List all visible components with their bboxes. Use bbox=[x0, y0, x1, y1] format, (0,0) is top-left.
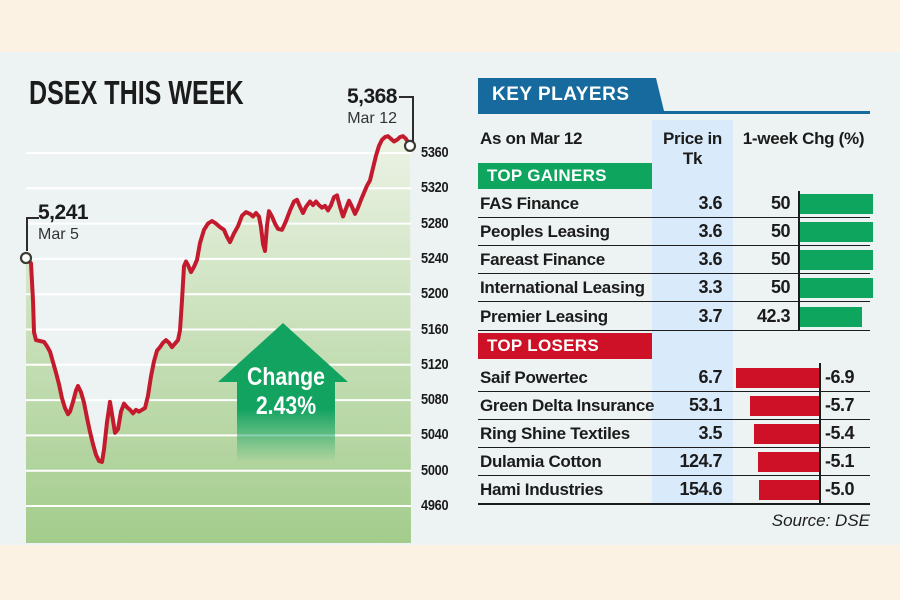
gain-bar bbox=[800, 193, 873, 214]
y-axis-tick-label: 5080 bbox=[421, 391, 449, 409]
price-value: 124.7 bbox=[679, 451, 722, 471]
price-value: 6.7 bbox=[698, 367, 722, 387]
start-point-date: Mar 5 bbox=[38, 226, 79, 243]
change-value: 42.3 bbox=[756, 306, 791, 326]
chart-line bbox=[24, 134, 412, 464]
y-axis-tick-label: 5360 bbox=[421, 144, 449, 161]
loser-row: Ring Shine Textiles 3.5 -5.4 bbox=[478, 420, 870, 448]
gain-bar bbox=[800, 221, 873, 242]
start-connector-line bbox=[26, 217, 39, 251]
key-players-header: KEY PLAYERS bbox=[478, 78, 664, 111]
y-axis-tick-label: 5200 bbox=[421, 285, 449, 303]
price-value: 3.6 bbox=[698, 193, 722, 213]
change-value: -5.1 bbox=[825, 451, 855, 471]
loser-row: Green Delta Insurance 53.1 -5.7 bbox=[478, 392, 870, 420]
chart-markers bbox=[19, 139, 417, 265]
company-name: Ring Shine Textiles bbox=[480, 424, 630, 443]
change-value: -5.0 bbox=[825, 479, 855, 499]
y-axis-tick-label: 5120 bbox=[421, 355, 449, 373]
end-point-value: 5,368 bbox=[346, 85, 398, 108]
y-axis-tick-label: 5240 bbox=[421, 249, 449, 267]
top-margin-strip bbox=[0, 0, 900, 52]
col-header-change: 1-week Chg (%) bbox=[742, 129, 865, 148]
y-axis-tick-label: 5040 bbox=[421, 426, 449, 444]
data-point-marker bbox=[403, 139, 417, 152]
top-losers-label: TOP LOSERS bbox=[487, 336, 599, 355]
change-percent: 2.43% bbox=[255, 392, 317, 420]
dsex-line-chart bbox=[19, 134, 417, 543]
end-point-annotation: 5,368 Mar 12 bbox=[300, 85, 398, 127]
gain-bar bbox=[800, 277, 873, 298]
change-value: 50 bbox=[770, 221, 791, 241]
bottom-margin-strip bbox=[0, 545, 900, 600]
price-column-highlight bbox=[652, 120, 733, 505]
gain-bar bbox=[800, 249, 873, 270]
change-value: -5.7 bbox=[825, 395, 855, 415]
company-name: Green Delta Insurance bbox=[480, 396, 655, 415]
change-word: Change bbox=[247, 363, 325, 391]
loss-bar bbox=[736, 367, 819, 388]
chart-area-fill bbox=[26, 136, 411, 543]
gain-bar bbox=[800, 306, 862, 327]
end-point-date: Mar 12 bbox=[347, 110, 397, 127]
col-header-price: Price in Tk bbox=[662, 129, 723, 168]
company-name: Fareast Finance bbox=[480, 250, 605, 269]
loser-row: Hami Industries 154.6 -5.0 bbox=[478, 476, 870, 505]
start-point-value: 5,241 bbox=[38, 201, 89, 224]
gainer-row: International Leasing 3.3 50 bbox=[478, 274, 873, 302]
y-axis-tick-label: 5320 bbox=[421, 179, 449, 197]
gainer-row: Peoples Leasing 3.6 50 bbox=[478, 218, 873, 246]
gainer-row: Fareast Finance 3.6 50 bbox=[478, 246, 873, 274]
price-value: 53.1 bbox=[688, 395, 723, 415]
losers-bar-axis bbox=[819, 363, 821, 504]
price-value: 3.6 bbox=[698, 249, 722, 269]
change-callout: Change 2.43% bbox=[239, 363, 333, 421]
top-losers-banner: TOP LOSERS bbox=[478, 333, 652, 359]
end-connector-line bbox=[399, 96, 414, 142]
header-underline bbox=[478, 111, 870, 114]
y-axis-tick-label: 5000 bbox=[421, 461, 449, 479]
company-name: Hami Industries bbox=[480, 480, 604, 499]
price-value: 154.6 bbox=[679, 479, 722, 499]
col-header-as-on: As on Mar 12 bbox=[480, 129, 583, 148]
y-axis-tick-label: 5160 bbox=[421, 320, 449, 338]
price-value: 3.3 bbox=[698, 277, 722, 297]
company-name: Peoples Leasing bbox=[480, 222, 610, 241]
gainer-row: Premier Leasing 3.7 42.3 bbox=[478, 303, 870, 331]
key-players-header-label: KEY PLAYERS bbox=[492, 84, 630, 105]
gainer-row: FAS Finance 3.6 50 bbox=[478, 190, 873, 218]
y-axis-tick-label: 5280 bbox=[421, 214, 449, 232]
price-value: 3.5 bbox=[698, 423, 722, 443]
y-axis-tick-label: 4960 bbox=[421, 497, 449, 514]
change-value: 50 bbox=[770, 249, 791, 269]
company-name: Dulamia Cotton bbox=[480, 452, 602, 471]
top-gainers-banner: TOP GAINERS bbox=[478, 163, 652, 189]
company-name: Saif Powertec bbox=[480, 368, 588, 387]
company-name: International Leasing bbox=[480, 278, 645, 297]
change-value: -5.4 bbox=[825, 423, 855, 443]
chart-title: DSEX THIS WEEK bbox=[29, 74, 244, 111]
price-value: 3.7 bbox=[698, 306, 722, 326]
gainers-bar-axis bbox=[798, 191, 800, 330]
chart-gridlines bbox=[26, 152, 411, 507]
loser-row: Dulamia Cotton 124.7 -5.1 bbox=[478, 448, 870, 476]
up-arrow-icon bbox=[218, 323, 348, 462]
start-point-annotation: 5,241 Mar 5 bbox=[38, 201, 89, 243]
loss-bar bbox=[754, 423, 819, 444]
company-name: FAS Finance bbox=[480, 194, 579, 213]
company-name: Premier Leasing bbox=[480, 307, 608, 326]
top-gainers-label: TOP GAINERS bbox=[487, 166, 607, 185]
source-label: Source: DSE bbox=[771, 511, 870, 530]
loss-bar bbox=[750, 395, 819, 416]
loser-row: Saif Powertec 6.7 -6.9 bbox=[478, 364, 870, 392]
change-value: 50 bbox=[770, 193, 791, 213]
data-point-marker bbox=[19, 251, 33, 265]
loss-bar bbox=[757, 451, 819, 472]
loss-bar bbox=[758, 479, 819, 500]
change-value: 50 bbox=[770, 277, 791, 297]
price-value: 3.6 bbox=[698, 221, 722, 241]
change-value: -6.9 bbox=[825, 367, 855, 387]
